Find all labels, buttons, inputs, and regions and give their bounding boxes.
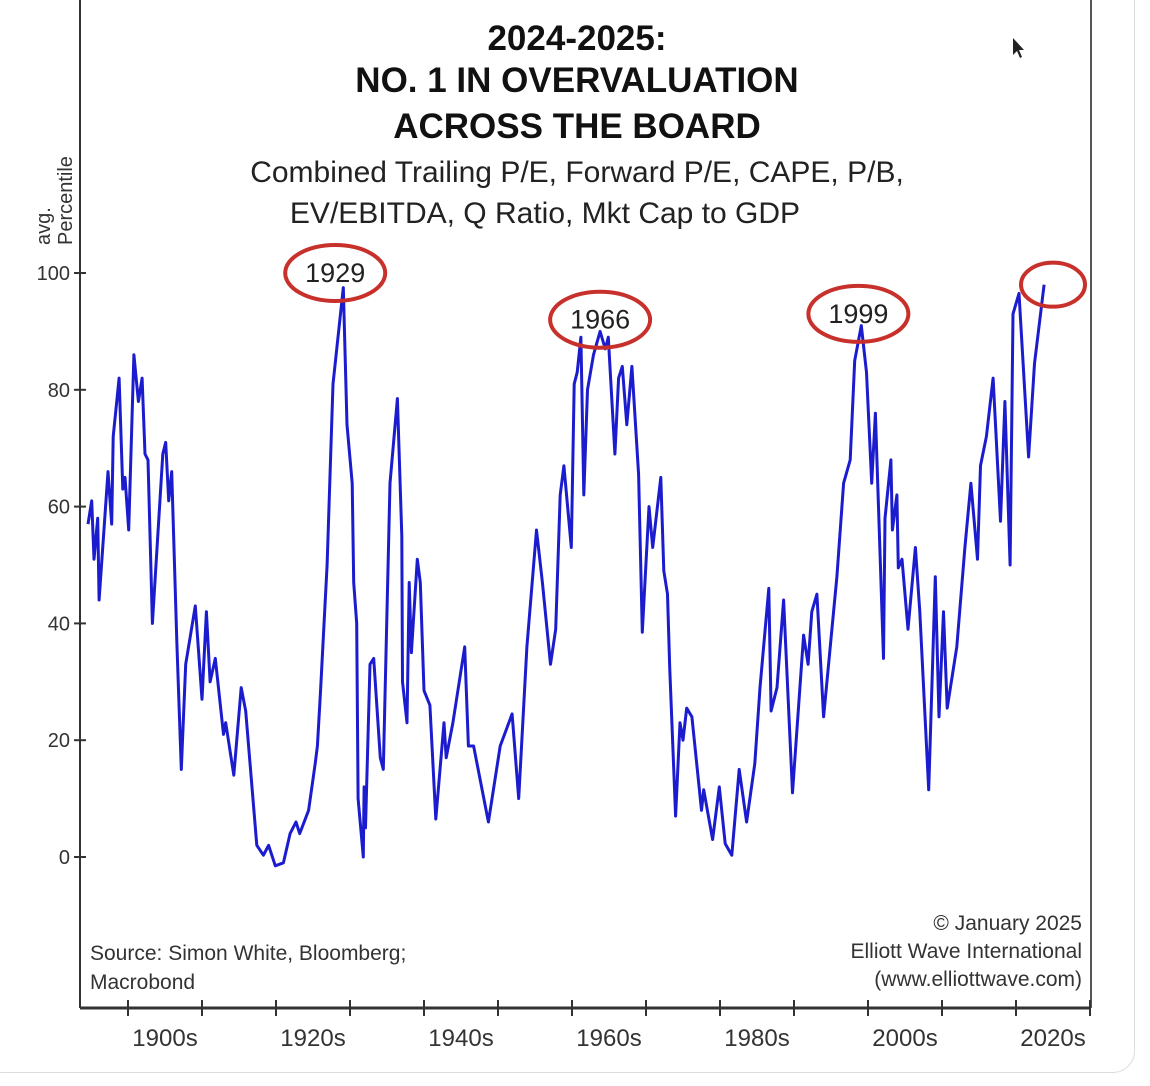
chart-title: 2024-2025: NO. 1 IN OVERVALUATION ACROSS…	[250, 19, 904, 230]
annotation-circle	[283, 243, 388, 303]
annotation-label: 1999	[828, 299, 888, 329]
y-tick-label: 100	[37, 263, 70, 285]
annotation-circle	[1019, 260, 1087, 309]
title-line-3: ACROSS THE BOARD	[393, 107, 761, 146]
x-ticks: 1900s 1920s 1940s 1960s 1980s 2000s 2020s	[127, 1000, 1091, 1052]
source-line-1: Source: Simon White, Bloomberg;	[90, 942, 406, 965]
source-note: Source: Simon White, Bloomberg; Macrobon…	[90, 942, 406, 994]
subtitle-line-2: EV/EBITDA, Q Ratio, Mkt Cap to GDP	[290, 197, 800, 230]
x-tick-label: 1900s	[132, 1025, 197, 1052]
annotation-circle	[548, 289, 653, 350]
y-axis-label: avg. Percentile	[33, 156, 77, 245]
annotation-label: 1929	[305, 258, 365, 288]
y-tick-label: 60	[48, 497, 70, 519]
y-tick-label: 40	[48, 613, 70, 635]
x-tick-label: 1920s	[280, 1025, 345, 1052]
subtitle-line-1: Combined Trailing P/E, Forward P/E, CAPE…	[250, 156, 904, 189]
x-tick-label: 1940s	[428, 1025, 493, 1052]
y-label-line-2: Percentile	[55, 156, 77, 245]
credit-note: © January 2025 Elliott Wave Internationa…	[850, 912, 1082, 991]
x-tick-label: 1960s	[576, 1025, 641, 1052]
title-line-1: 2024-2025:	[487, 19, 666, 58]
annotation-circle	[806, 283, 911, 344]
y-ticks: 0 20 40 60 80 100	[37, 263, 86, 869]
x-tick-label: 1980s	[724, 1025, 789, 1052]
x-tick-label: 2000s	[872, 1025, 937, 1052]
credit-line-2: Elliott Wave International	[850, 940, 1082, 963]
credit-line-1: © January 2025	[933, 912, 1082, 935]
annotation-label: 1966	[570, 305, 630, 335]
title-line-2: NO. 1 IN OVERVALUATION	[355, 61, 798, 100]
source-line-2: Macrobond	[90, 971, 195, 994]
x-tick-label: 2020s	[1020, 1025, 1085, 1052]
annotations: 1929 1966 1999	[283, 243, 1087, 350]
post-image-frame	[0, 0, 1135, 1073]
series-line	[86, 284, 1046, 868]
y-tick-label: 20	[48, 730, 70, 752]
y-tick-label: 0	[59, 847, 70, 869]
credit-line-3: (www.elliottwave.com)	[874, 968, 1082, 991]
y-label-line-1: avg.	[33, 207, 55, 245]
y-tick-label: 80	[48, 380, 70, 402]
mouse-cursor-icon	[1013, 38, 1024, 58]
